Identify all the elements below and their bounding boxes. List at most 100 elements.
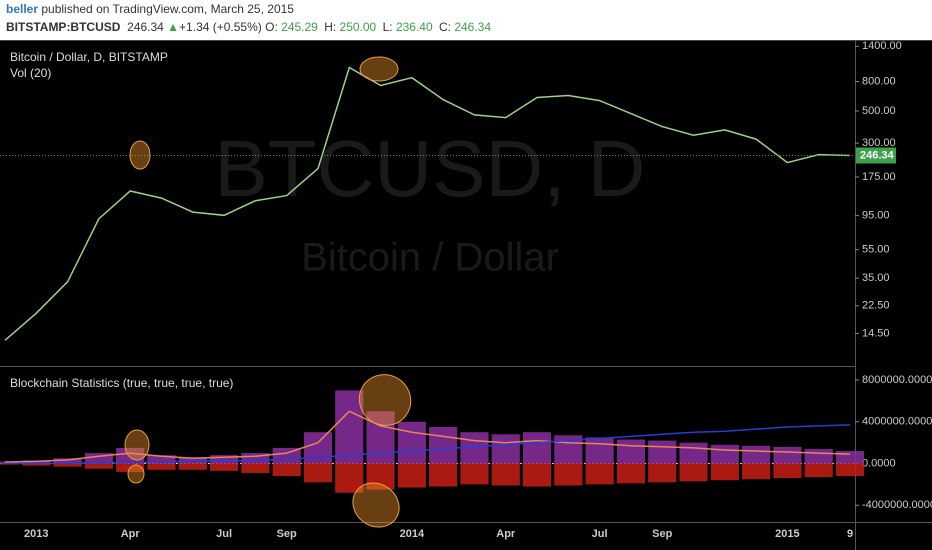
volume-bar [84, 463, 113, 469]
x-tick-label: 9 [847, 528, 853, 540]
volume-bar [804, 463, 833, 478]
ohlc-label: L: [382, 20, 393, 34]
y-tick-label: 300.00 [862, 137, 896, 149]
pane-subtitle: Vol (20) [10, 66, 51, 80]
highlight [129, 140, 151, 170]
ohlc-value: 236.40 [395, 20, 433, 34]
volume-bar [241, 463, 270, 473]
x-tick-label: Sep [277, 528, 297, 540]
last-price-label: 246.34 [860, 149, 895, 161]
ohlc-label: C: [438, 20, 451, 34]
volume-bar [710, 463, 739, 481]
ohlc-value: 246.34 [454, 20, 492, 34]
volume-bar [616, 439, 646, 464]
x-tick-label: Apr [496, 528, 516, 540]
volume-bar [679, 463, 708, 482]
volume-bar [742, 445, 771, 464]
volume-bar [554, 463, 583, 486]
y-tick-label: 95.00 [862, 209, 890, 221]
x-tick-label: 2013 [24, 528, 48, 540]
volume-bar [303, 463, 333, 483]
volume-bar [648, 440, 677, 464]
author[interactable]: beller [6, 2, 39, 16]
chart: 2013 Apr Jul Sep 2014 Apr Jul Sep 2015 9 1400.00 80… [0, 40, 932, 550]
highlight [127, 464, 145, 484]
volume-bar [742, 463, 771, 480]
watermark-subtitle: Bitcoin / Dollar [301, 236, 559, 280]
ohlc-label: H: [324, 20, 337, 34]
arrow: ▲ [167, 20, 180, 34]
volume-bar [241, 453, 270, 464]
volume-bar [209, 455, 239, 464]
y-tick-label: 35.00 [862, 272, 890, 284]
highlight [359, 56, 399, 82]
publish-line: beller published on TradingView.com, Mar… [6, 0, 932, 18]
volume-bar [522, 432, 552, 464]
price: 246.34 [127, 20, 164, 34]
y-tick-label: 175.00 [862, 171, 896, 183]
quote-line: BITSTAMP:BTCUSD 246.34 ▲+1.34 (+0.55%) O… [6, 18, 932, 36]
volume-bar [22, 463, 51, 466]
last-price-box [856, 147, 896, 164]
volume-bar [585, 437, 614, 464]
x-tick-label: Jul [592, 528, 608, 540]
volume-bar [272, 463, 301, 477]
volume-bar [178, 457, 207, 464]
volume-bar [585, 463, 614, 485]
y-tick-label: 8000000.0000 [862, 374, 932, 386]
ohlc-value: 245.29 [281, 20, 318, 34]
y-tick-label: 800.00 [862, 75, 896, 87]
watermark: BTCUSD, D [214, 124, 645, 213]
volume-bar [522, 463, 552, 487]
volume-bar [147, 463, 176, 470]
y-tick-label: 500.00 [862, 105, 896, 117]
x-tick-label: 2015 [775, 528, 799, 540]
y-tick-label: 55.00 [862, 244, 890, 256]
volume-bar [53, 458, 82, 464]
volume-bar [804, 448, 833, 464]
x-tick-label: 2014 [400, 528, 425, 540]
volume-bar [773, 446, 802, 464]
indicator-line [4, 424, 851, 465]
volume-bar [53, 463, 82, 467]
volume-bar [773, 463, 802, 479]
volume-bar [835, 451, 865, 464]
volume-bar [84, 453, 113, 464]
volume-bar [397, 421, 426, 464]
pane-title: Bitcoin / Dollar, D, BITSTAMP [10, 50, 168, 64]
volume-bar [335, 390, 364, 464]
volume-bar [460, 463, 489, 485]
volume-bar [397, 463, 426, 488]
volume-bar [366, 463, 395, 490]
y-tick-label: 0.0000 [862, 457, 896, 469]
symbol: BITSTAMP:BTCUSD [6, 20, 121, 34]
x-tick-label: Apr [121, 528, 141, 540]
volume-bar [648, 463, 677, 483]
volume-bar [178, 463, 207, 470]
volume-bar [679, 442, 708, 464]
ohlc-label: O: [265, 20, 278, 34]
volume-bar [303, 432, 333, 464]
pane-title: Blockchain Statistics (true, true, true,… [10, 376, 233, 390]
y-tick-label: -4000000.0000 [862, 499, 932, 511]
ohlc-value: 250.00 [339, 20, 377, 34]
y-tick-label: 1400.00 [862, 40, 902, 52]
x-tick-label: Jul [216, 528, 232, 540]
volume-bar [366, 411, 395, 464]
header: beller published on TradingView.com, Mar… [0, 0, 932, 40]
volume-bar [429, 463, 458, 487]
volume-bar [209, 463, 239, 471]
price-line [4, 66, 851, 341]
highlight [358, 374, 412, 426]
ohlc: O: 245.29 H: 250.00 L: 236.40 C: 246.34 [265, 20, 494, 34]
highlight [124, 429, 150, 461]
volume-bar [491, 463, 520, 486]
change: +1.34 (+0.55%) [179, 20, 262, 34]
highlight [352, 482, 400, 528]
volume-bar [835, 463, 865, 477]
published: published on TradingView.com, March 25, … [41, 2, 294, 16]
volume-bar [491, 434, 520, 464]
y-tick-label: 22.50 [862, 300, 890, 312]
y-tick-label: 4000000.0000 [862, 416, 932, 428]
